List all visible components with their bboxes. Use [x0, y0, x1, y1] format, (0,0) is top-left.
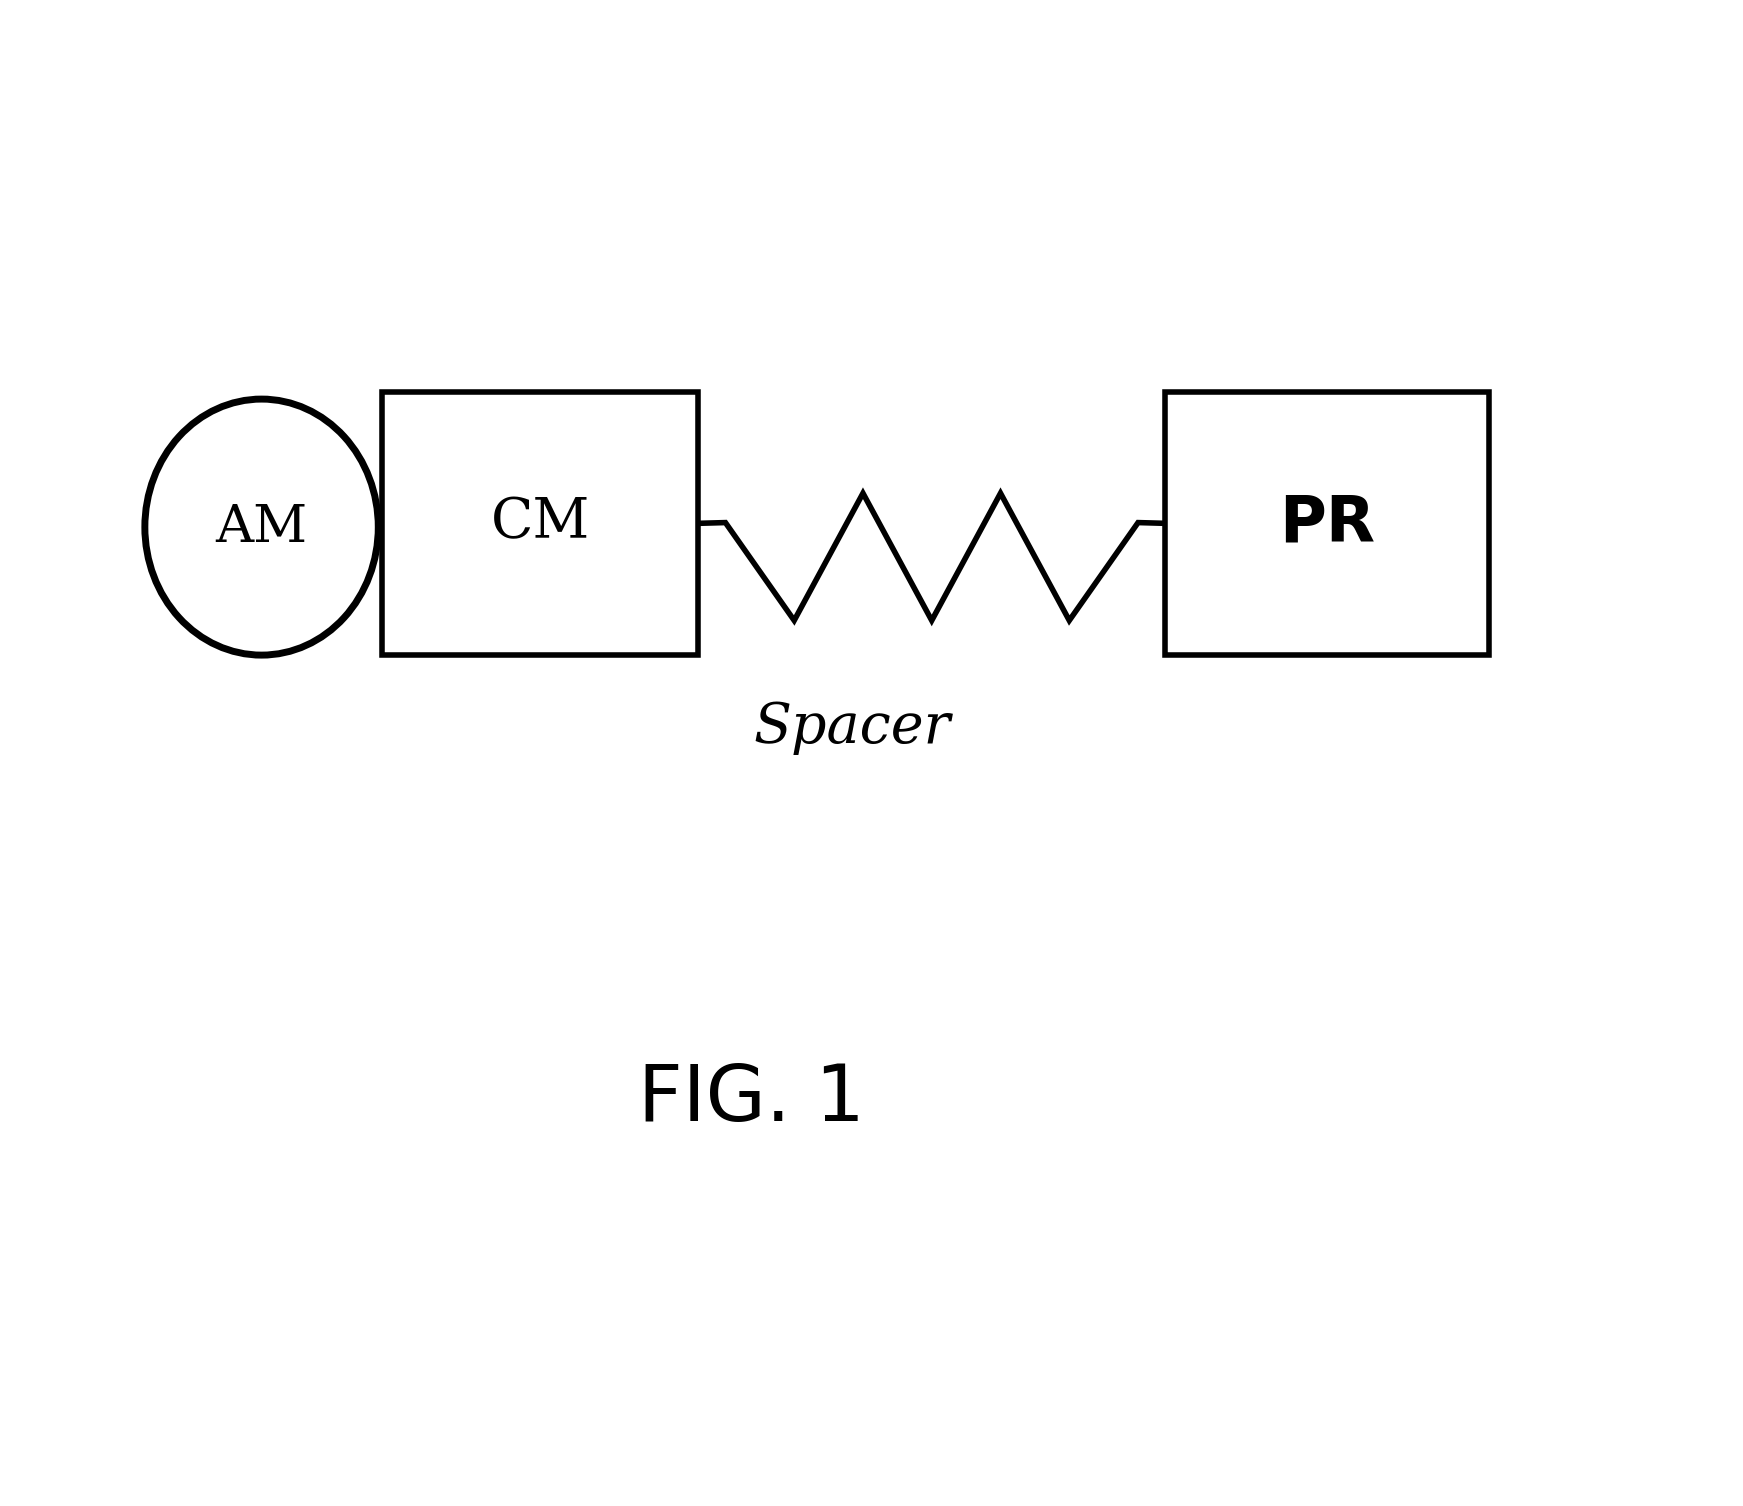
Text: FIG. 1: FIG. 1 [638, 1062, 865, 1137]
Text: AM: AM [216, 501, 307, 553]
Text: CM: CM [490, 495, 589, 551]
Text: PR: PR [1279, 492, 1375, 554]
Bar [382, 392, 699, 655]
Bar [1164, 392, 1489, 655]
Text: Spacer: Spacer [753, 700, 950, 755]
